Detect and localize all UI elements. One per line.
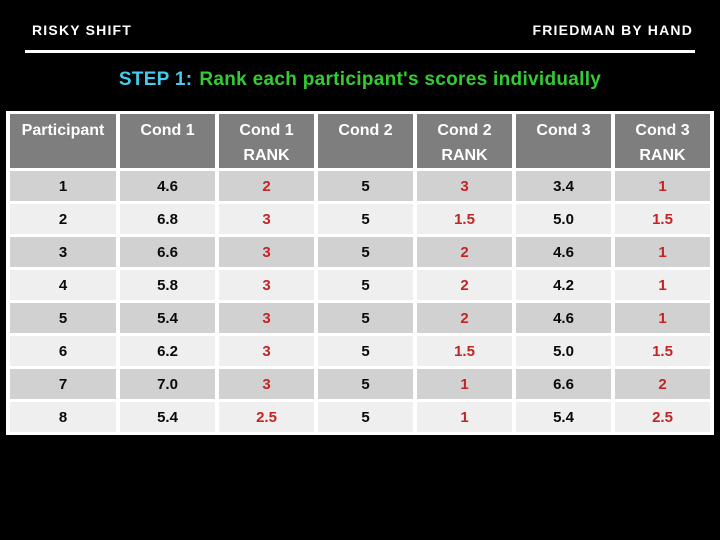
participant-cell: 1 (10, 171, 116, 201)
score-cell: 4.6 (120, 171, 215, 201)
score-cell: 5.8 (120, 270, 215, 300)
rank-cell: 3 (219, 204, 314, 234)
table-row: 1 4.6 2 5 3 3.4 1 (10, 171, 710, 201)
score-cell: 5.4 (516, 402, 611, 432)
step-title: STEP 1: Rank each participant's scores in… (0, 69, 720, 91)
table-row: 6 6.2 3 5 1.5 5.0 1.5 (10, 336, 710, 366)
score-cell: 5 (318, 171, 413, 201)
rank-cell: 3 (219, 237, 314, 267)
score-cell: 7.0 (120, 369, 215, 399)
participant-cell: 4 (10, 270, 116, 300)
score-cell: 5 (318, 402, 413, 432)
rank-cell: 1.5 (615, 204, 710, 234)
score-cell: 6.6 (516, 369, 611, 399)
table-row: 2 6.8 3 5 1.5 5.0 1.5 (10, 204, 710, 234)
step-description: Rank each participant's scores individua… (199, 69, 602, 90)
rank-cell: 2 (417, 270, 512, 300)
column-header-cond3-rank: Cond 3 RANK (615, 114, 710, 168)
column-header-cond1-rank: Cond 1 RANK (219, 114, 314, 168)
column-header-cond1: Cond 1 (120, 114, 215, 168)
score-cell: 5.0 (516, 336, 611, 366)
score-cell: 5 (318, 336, 413, 366)
participant-cell: 8 (10, 402, 116, 432)
score-cell: 4.6 (516, 303, 611, 333)
rank-cell: 2.5 (219, 402, 314, 432)
table-header-row: Participant Cond 1 Cond 1 RANK Cond 2 Co… (10, 114, 710, 168)
column-header-cond2-rank: Cond 2 RANK (417, 114, 512, 168)
score-cell: 3.4 (516, 171, 611, 201)
table-row: 4 5.8 3 5 2 4.2 1 (10, 270, 710, 300)
rank-cell: 3 (219, 303, 314, 333)
presentation-title: RISKY SHIFT (32, 22, 133, 38)
rank-cell: 1 (615, 270, 710, 300)
rank-cell: 1.5 (417, 336, 512, 366)
participant-cell: 3 (10, 237, 116, 267)
rank-cell: 2 (417, 237, 512, 267)
rank-cell: 1 (615, 303, 710, 333)
score-cell: 5 (318, 303, 413, 333)
score-cell: 5.0 (516, 204, 611, 234)
score-cell: 5 (318, 237, 413, 267)
scores-table: Participant Cond 1 Cond 1 RANK Cond 2 Co… (6, 111, 714, 435)
header-divider (25, 50, 695, 53)
column-header-participant: Participant (10, 114, 116, 168)
rank-cell: 1 (615, 171, 710, 201)
rank-cell: 1 (417, 402, 512, 432)
score-cell: 5.4 (120, 402, 215, 432)
score-cell: 6.8 (120, 204, 215, 234)
score-cell: 5 (318, 270, 413, 300)
slide-topic: FRIEDMAN BY HAND (532, 22, 693, 38)
table-row: 8 5.4 2.5 5 1 5.4 2.5 (10, 402, 710, 432)
rank-cell: 3 (219, 336, 314, 366)
rank-cell: 2 (417, 303, 512, 333)
step-label: STEP 1: (118, 69, 193, 90)
score-cell: 5 (318, 369, 413, 399)
rank-cell: 1 (417, 369, 512, 399)
score-cell: 6.2 (120, 336, 215, 366)
rank-cell: 3 (219, 270, 314, 300)
rank-cell: 3 (219, 369, 314, 399)
rank-cell: 2.5 (615, 402, 710, 432)
participant-cell: 2 (10, 204, 116, 234)
rank-cell: 2 (615, 369, 710, 399)
score-cell: 4.6 (516, 237, 611, 267)
participant-cell: 5 (10, 303, 116, 333)
column-header-cond3: Cond 3 (516, 114, 611, 168)
rank-cell: 3 (417, 171, 512, 201)
table-row: 3 6.6 3 5 2 4.6 1 (10, 237, 710, 267)
score-cell: 6.6 (120, 237, 215, 267)
column-header-cond2: Cond 2 (318, 114, 413, 168)
participant-cell: 6 (10, 336, 116, 366)
rank-cell: 1.5 (615, 336, 710, 366)
score-cell: 4.2 (516, 270, 611, 300)
score-cell: 5.4 (120, 303, 215, 333)
rank-cell: 1 (615, 237, 710, 267)
table-row: 5 5.4 3 5 2 4.6 1 (10, 303, 710, 333)
score-cell: 5 (318, 204, 413, 234)
rank-cell: 1.5 (417, 204, 512, 234)
participant-cell: 7 (10, 369, 116, 399)
table-row: 7 7.0 3 5 1 6.6 2 (10, 369, 710, 399)
slide-header: RISKY SHIFT FRIEDMAN BY HAND (32, 22, 693, 38)
rank-cell: 2 (219, 171, 314, 201)
